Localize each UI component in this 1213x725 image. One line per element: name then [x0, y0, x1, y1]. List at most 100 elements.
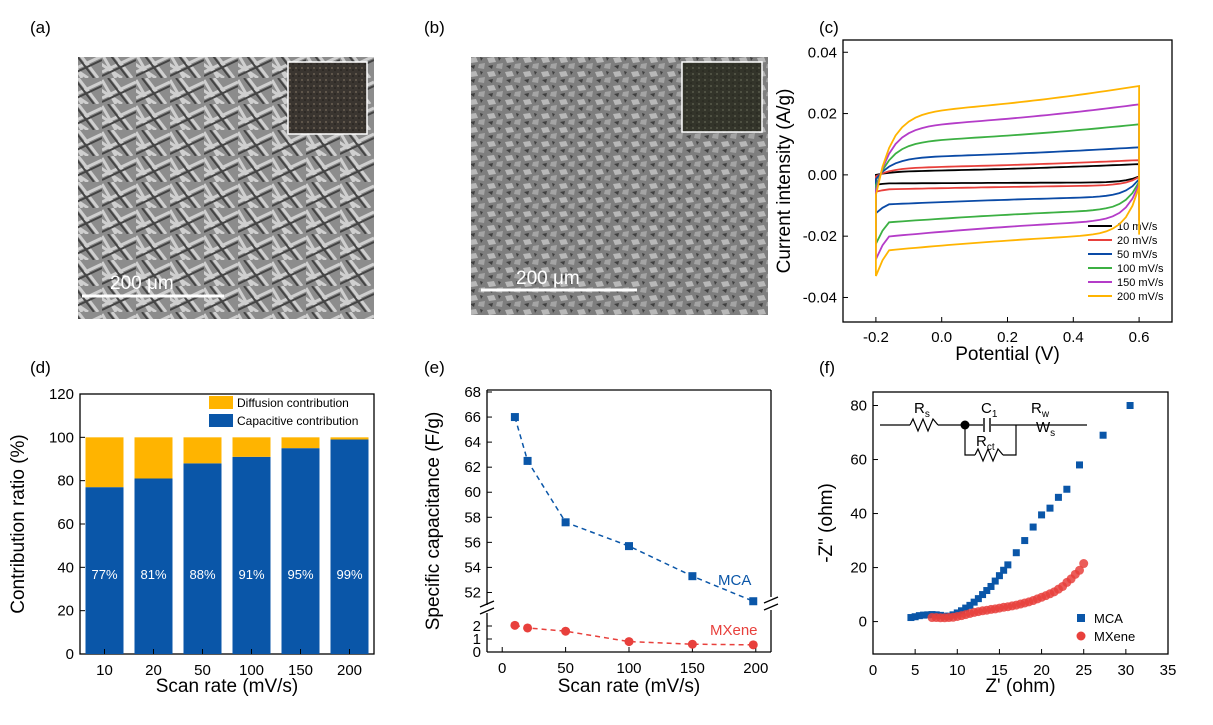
panel-label-b: (b): [424, 18, 445, 37]
resistor-rs: [909, 417, 939, 433]
panel-a: (a) 200 μm: [30, 18, 374, 319]
y-tick-label-c: 0.02: [808, 106, 837, 123]
y-tick-label-e: 0: [473, 644, 481, 661]
bar-data-label: 88%: [189, 567, 215, 582]
data-point-mca: [974, 595, 982, 603]
y-tick-label-e: 2: [473, 618, 481, 635]
bar-capacitive: [134, 478, 173, 654]
x-tick-label-d: 200: [337, 662, 362, 679]
y-axis-label-e: Specific capacitance (F/g): [423, 412, 444, 631]
legend-label-c: 100 mV/s: [1117, 263, 1164, 275]
x-tick-label-f: 5: [911, 662, 919, 679]
legend-swatch-d: [209, 414, 233, 427]
y-tick-label-f: 0: [859, 614, 867, 631]
x-tick-label-e: 50: [557, 660, 574, 677]
circuit-wire: [1003, 425, 1017, 456]
x-tick-label-c: 0.2: [997, 329, 1018, 346]
legend-label-c: 50 mV/s: [1117, 249, 1158, 261]
bar-diffusion: [232, 437, 271, 457]
axis-break-mark-e: [763, 596, 779, 604]
panel-label-a: (a): [30, 18, 51, 37]
x-tick-label-f: 20: [1033, 662, 1050, 679]
legend-label-d: Capacitive contribution: [237, 414, 358, 428]
data-point-mca: [983, 587, 991, 595]
data-point-mca: [1029, 523, 1037, 531]
x-tick-label-d: 50: [194, 662, 211, 679]
y-tick-label-e: 58: [464, 509, 481, 526]
data-point-mca: [1012, 549, 1020, 557]
y-tick-label-d: 0: [66, 646, 74, 663]
x-tick-label-c: 0.4: [1063, 329, 1084, 346]
axis-break-mark-e: [479, 600, 495, 608]
axis-break-mark-e: [479, 607, 495, 615]
label-rs-main: R: [914, 400, 925, 417]
label-ws: Ws: [1036, 419, 1055, 439]
data-point-mca: [907, 614, 915, 622]
data-point-mca: [979, 591, 987, 599]
y-tick-label-e: 68: [464, 384, 481, 401]
y-tick-label-e: 66: [464, 409, 481, 426]
data-point-mca: [1063, 485, 1071, 493]
capacitor-gap: [983, 418, 991, 432]
sem-inset-a: [287, 61, 368, 135]
cv-curve-50-mv-s: [875, 146, 1140, 216]
y-tick-label-e: 60: [464, 484, 481, 501]
series-label-mxene: MXene: [710, 622, 758, 639]
data-point-mca: [1000, 566, 1008, 574]
data-point-mca: [962, 604, 970, 612]
plot-frame-d: [79, 393, 375, 655]
capacitance-chart: (e) 0 50 100 150 200 52 54 56 58 60 62 64 66 68 012 MCA M…: [423, 358, 779, 697]
y-tick-label-f: 80: [850, 398, 867, 415]
y-tick-label-e: 54: [464, 559, 481, 576]
data-point-mxene: [748, 640, 758, 650]
x-axis-label-e: Scan rate (mV/s): [558, 676, 701, 697]
panel-label-e: (e): [424, 358, 445, 377]
label-c1-sub: 1: [992, 409, 998, 420]
data-point-mca: [688, 572, 697, 581]
panel-b: (b) 200 μm: [424, 18, 768, 315]
y-tick-label-f: 60: [850, 452, 867, 469]
label-rw: Rw: [1031, 400, 1050, 420]
label-rw-main: R: [1031, 400, 1042, 417]
x-axis-label-d: Scan rate (mV/s): [156, 676, 299, 697]
x-tick-label-d: 150: [288, 662, 313, 679]
panel-label-f: (f): [819, 358, 835, 377]
label-rct: Rct: [976, 433, 995, 453]
legend-swatch-mxene: [1076, 631, 1086, 641]
y-tick-label-e: 1: [473, 631, 481, 648]
series-line-mca: [514, 416, 754, 602]
bar-diffusion: [330, 437, 369, 440]
legend-label-c: 200 mV/s: [1117, 291, 1164, 303]
legend-label-c: 150 mV/s: [1117, 277, 1164, 289]
data-point-mca: [966, 601, 974, 609]
bar-data-label: 95%: [287, 567, 313, 582]
x-axis-label-c: Potential (V): [955, 344, 1060, 365]
label-rct-sub: ct: [987, 442, 995, 453]
x-tick-label-f: 30: [1118, 662, 1135, 679]
data-point-mca: [915, 612, 923, 620]
label-rw-sub: w: [1041, 409, 1050, 420]
data-point-mca: [924, 611, 932, 619]
legend-swatch-d: [209, 396, 233, 409]
y-tick-label-d: 20: [57, 603, 74, 620]
bar-diffusion: [281, 437, 320, 449]
data-point-mxene: [510, 620, 520, 630]
x-tick-label-e: 100: [616, 660, 641, 677]
data-point-mxene: [1079, 559, 1089, 569]
x-tick-label-d: 10: [96, 662, 113, 679]
data-point-mca: [749, 597, 758, 606]
resistor-rct: [974, 447, 1004, 463]
y-tick-label-d: 60: [57, 516, 74, 533]
data-point-mca: [995, 572, 1003, 580]
cv-curve-200-mv-s: [875, 84, 1140, 277]
x-tick-label-c: 0.0: [931, 329, 952, 346]
data-point-mca: [911, 613, 919, 621]
bar-data-label: 77%: [91, 567, 117, 582]
data-point-mca: [625, 542, 633, 551]
data-point-mca: [523, 456, 532, 465]
data-point-mca: [1076, 461, 1083, 469]
y-tick-label-e: 52: [464, 584, 481, 601]
panel-label-c: (c): [819, 18, 839, 37]
legend-label-d: Diffusion contribution: [237, 396, 349, 410]
